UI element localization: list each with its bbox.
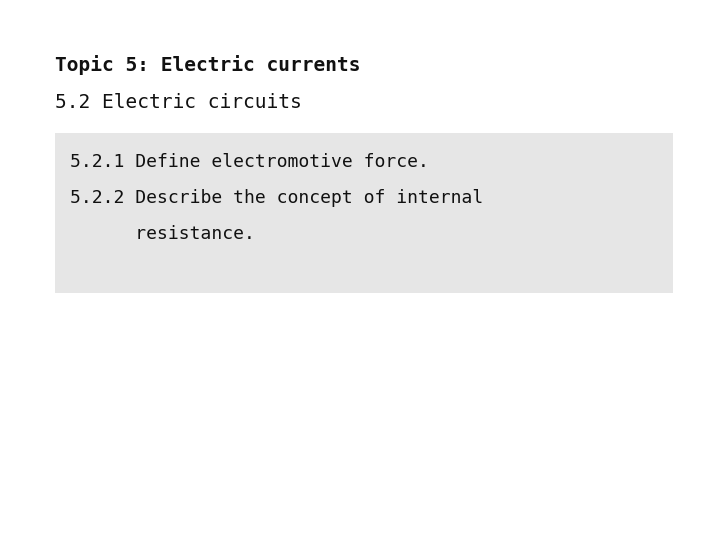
Text: 5.2.2 Describe the concept of internal: 5.2.2 Describe the concept of internal xyxy=(70,189,483,207)
Text: 5.2 Electric circuits: 5.2 Electric circuits xyxy=(55,93,302,112)
Text: Topic 5: Electric currents: Topic 5: Electric currents xyxy=(55,55,361,75)
Text: resistance.: resistance. xyxy=(70,225,255,243)
Bar xyxy=(55,133,673,293)
Text: 5.2.1 Define electromotive force.: 5.2.1 Define electromotive force. xyxy=(70,153,429,171)
